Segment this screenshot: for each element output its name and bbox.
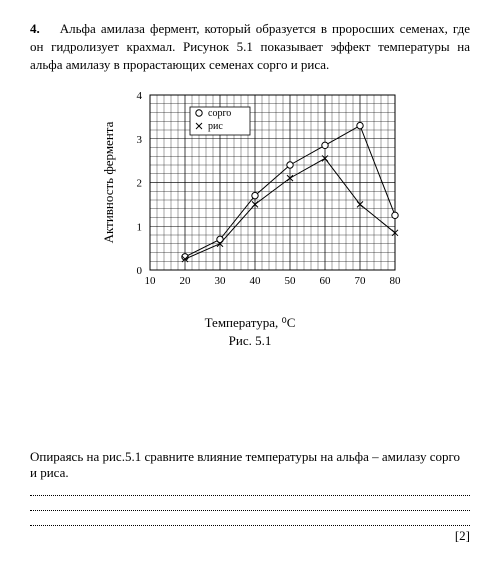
svg-text:50: 50 (285, 275, 297, 287)
line-chart: 10 20 30 40 50 60 70 80 0 1 2 3 4 Активность фермента… (95, 85, 405, 305)
marks: [2] (30, 528, 470, 544)
figure-caption: Рис. 5.1 (30, 333, 470, 349)
svg-text:20: 20 (180, 275, 192, 287)
svg-text:70: 70 (355, 275, 367, 287)
answer-line (30, 496, 470, 511)
svg-text:рис: рис (208, 121, 223, 132)
sub-prompt: Опираясь на рис.5.1 сравните влияние тем… (30, 449, 470, 481)
svg-text:4: 4 (137, 90, 143, 102)
question-number: 4. (30, 21, 40, 36)
svg-text:10: 10 (145, 275, 157, 287)
spacer (30, 349, 470, 439)
svg-text:0: 0 (137, 265, 143, 277)
svg-text:3: 3 (137, 133, 143, 145)
chart-container: 10 20 30 40 50 60 70 80 0 1 2 3 4 Активность фермента… (30, 85, 470, 305)
svg-text:2: 2 (137, 177, 143, 189)
answer-line (30, 481, 470, 496)
svg-text:60: 60 (320, 275, 332, 287)
svg-text:30: 30 (215, 275, 227, 287)
svg-text:40: 40 (250, 275, 262, 287)
svg-text:80: 80 (390, 275, 402, 287)
answer-line (30, 511, 470, 526)
svg-text:1: 1 (137, 221, 143, 233)
question-body: Альфа амилаза фермент, который образуетс… (30, 21, 470, 72)
question-text: 4.Альфа амилаза фермент, который образуе… (30, 20, 470, 75)
x-axis-caption: Температура, ⁰С (30, 315, 470, 331)
svg-text:сорго: сорго (208, 108, 231, 119)
svg-text:Активность фермента: Активность фермента (101, 121, 116, 243)
